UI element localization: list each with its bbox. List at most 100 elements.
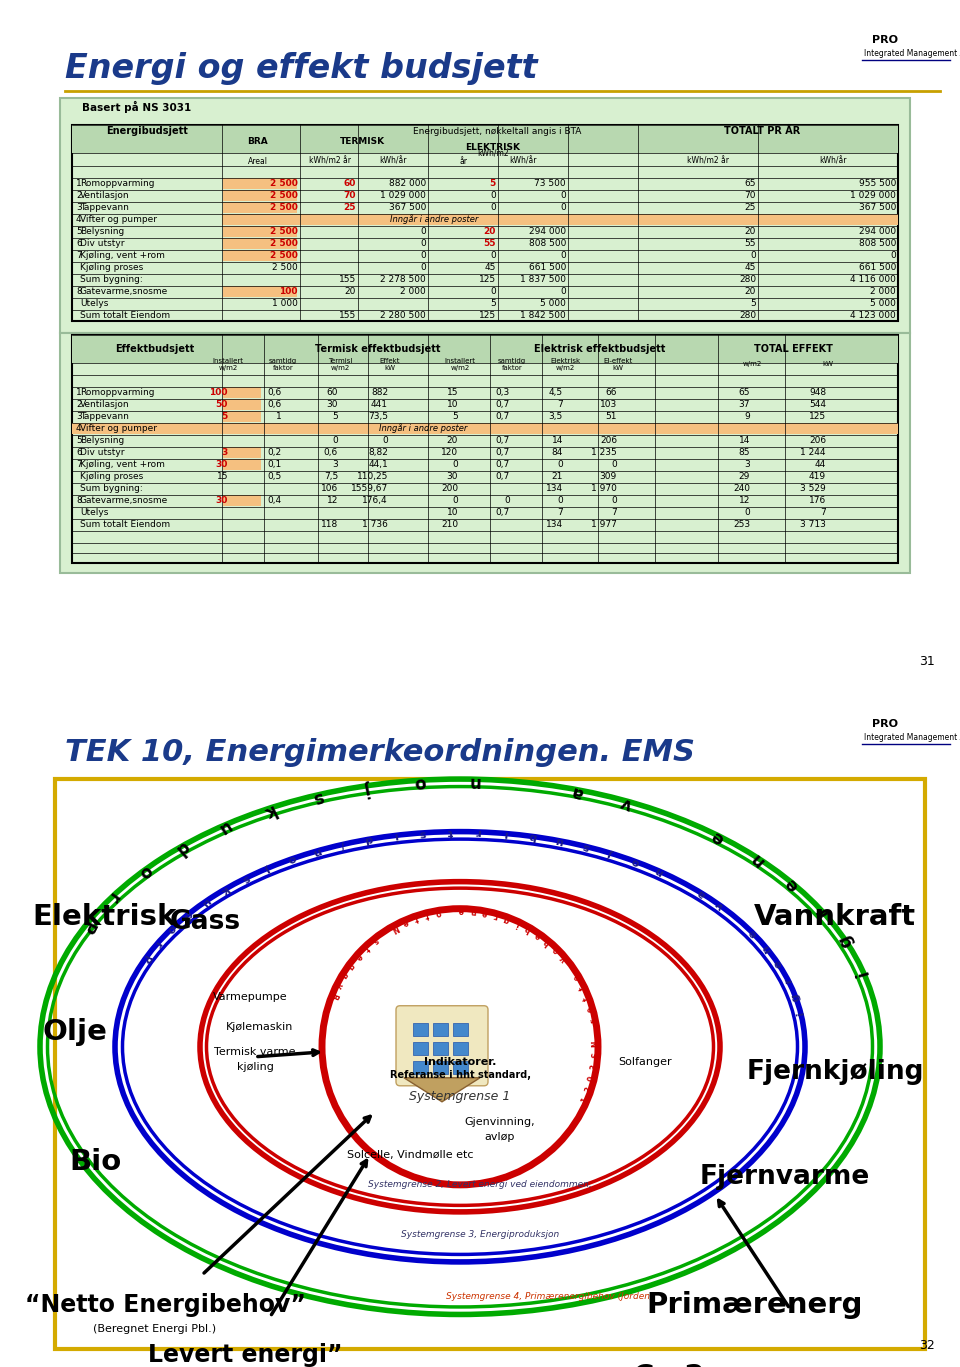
Text: N: N (390, 921, 399, 934)
Text: Gatevarme,snosme: Gatevarme,snosme (80, 287, 168, 295)
Text: Tappevann: Tappevann (80, 411, 129, 421)
Text: Varmepumpe: Varmepumpe (213, 991, 287, 1002)
Text: 9: 9 (744, 411, 750, 421)
Text: 66: 66 (606, 388, 617, 396)
Text: (Beregnet Energi Pbl.): (Beregnet Energi Pbl.) (93, 1325, 217, 1334)
Text: 7: 7 (612, 509, 617, 517)
FancyBboxPatch shape (413, 1023, 428, 1036)
FancyBboxPatch shape (72, 126, 898, 321)
Text: 30: 30 (326, 399, 338, 409)
Text: g: g (503, 915, 511, 924)
Text: 948: 948 (809, 388, 826, 396)
Text: 5: 5 (491, 299, 496, 308)
Text: PRO: PRO (872, 36, 898, 45)
Text: e: e (533, 930, 542, 940)
Text: 84: 84 (552, 448, 563, 457)
Text: 134: 134 (546, 519, 563, 529)
Text: 0: 0 (420, 239, 426, 247)
Text: 7,5: 7,5 (324, 472, 338, 481)
FancyBboxPatch shape (223, 226, 297, 236)
Text: TOTAL EFFEKT: TOTAL EFFEKT (754, 344, 832, 354)
Text: TOTALT PR ÅR: TOTALT PR ÅR (724, 126, 800, 137)
Text: Sum totalt Eiendom: Sum totalt Eiendom (80, 519, 170, 529)
Text: avløp: avløp (485, 1132, 516, 1141)
Text: s: s (240, 872, 252, 884)
Text: 7: 7 (76, 459, 82, 469)
Text: 120: 120 (441, 448, 458, 457)
Text: 14: 14 (738, 436, 750, 444)
Text: kW: kW (823, 361, 833, 368)
FancyBboxPatch shape (433, 1042, 448, 1055)
Text: e: e (747, 928, 759, 939)
Text: Utelys: Utelys (80, 299, 108, 308)
Text: 20: 20 (345, 287, 356, 295)
Text: t: t (578, 984, 588, 991)
Text: 5: 5 (76, 436, 82, 444)
Text: 44: 44 (815, 459, 826, 469)
Text: Installert
w/m2: Installert w/m2 (212, 358, 244, 370)
FancyBboxPatch shape (433, 1023, 448, 1036)
Text: o: o (414, 774, 427, 793)
Text: 65: 65 (738, 388, 750, 396)
Text: Romoppvarming: Romoppvarming (80, 388, 155, 396)
Text: e: e (708, 827, 728, 848)
Text: 2 280 500: 2 280 500 (380, 310, 426, 320)
Text: 2 500: 2 500 (270, 179, 298, 187)
Text: 0: 0 (491, 250, 496, 260)
Text: 0,6: 0,6 (268, 388, 282, 396)
Text: 2 500: 2 500 (273, 262, 298, 272)
Text: 0: 0 (504, 496, 510, 504)
Text: s: s (581, 841, 590, 852)
Text: Gass: Gass (169, 909, 241, 935)
Text: 7: 7 (557, 509, 563, 517)
Text: e: e (586, 1006, 596, 1013)
Text: Energi og effekt budsjett: Energi og effekt budsjett (65, 52, 538, 85)
Text: 1 977: 1 977 (591, 519, 617, 529)
Text: t: t (413, 913, 419, 923)
Text: 419: 419 (809, 472, 826, 481)
Text: s: s (419, 827, 426, 838)
Text: 1: 1 (76, 388, 82, 396)
Text: /: / (338, 839, 346, 850)
Text: o: o (435, 908, 442, 917)
Text: w/m2: w/m2 (742, 361, 761, 368)
Text: samtidg
faktor: samtidg faktor (498, 358, 526, 370)
FancyBboxPatch shape (72, 424, 898, 435)
Text: s: s (310, 787, 325, 808)
Text: 100: 100 (279, 287, 298, 295)
Text: Kjøling proses: Kjøling proses (80, 262, 143, 272)
Text: Areal: Areal (248, 157, 268, 165)
Text: TERMISK: TERMISK (340, 137, 385, 146)
Text: 5: 5 (222, 411, 228, 421)
Text: 0,7: 0,7 (495, 459, 510, 469)
Text: 0: 0 (561, 287, 566, 295)
Text: 25: 25 (344, 202, 356, 212)
Text: 73 500: 73 500 (535, 179, 566, 187)
Text: 661 500: 661 500 (529, 262, 566, 272)
Text: i: i (393, 830, 398, 841)
Text: o: o (551, 945, 561, 956)
Text: 134: 134 (546, 484, 563, 493)
Text: TEK 10, Energimerkeordningen. EMS: TEK 10, Energimerkeordningen. EMS (65, 738, 695, 767)
Text: Vannkraft: Vannkraft (754, 902, 916, 931)
Text: 210: 210 (441, 519, 458, 529)
Text: kjøling: kjøling (236, 1062, 274, 1072)
Text: 4,5: 4,5 (549, 388, 563, 396)
Text: o: o (630, 856, 641, 868)
FancyBboxPatch shape (223, 250, 297, 261)
Text: t: t (447, 827, 453, 837)
Text: 20: 20 (745, 287, 756, 295)
Text: 12: 12 (326, 496, 338, 504)
Text: r: r (811, 904, 831, 920)
Text: 3 529: 3 529 (801, 484, 826, 493)
Text: e: e (781, 875, 803, 894)
Text: Inngår i andre poster: Inngår i andre poster (379, 424, 468, 433)
Text: N: N (591, 1040, 601, 1047)
Text: Fjernkjøling: Fjernkjøling (746, 1059, 924, 1085)
Text: El-effekt
kW: El-effekt kW (604, 358, 633, 370)
Text: Gjenvinning,: Gjenvinning, (465, 1117, 536, 1126)
Text: j: j (264, 863, 273, 874)
Text: Systemgrense 2, Levert energi ved eiendommen,: Systemgrense 2, Levert energi ved eiendo… (368, 1180, 592, 1189)
Text: 2 500: 2 500 (270, 239, 298, 247)
Text: a: a (695, 887, 708, 899)
